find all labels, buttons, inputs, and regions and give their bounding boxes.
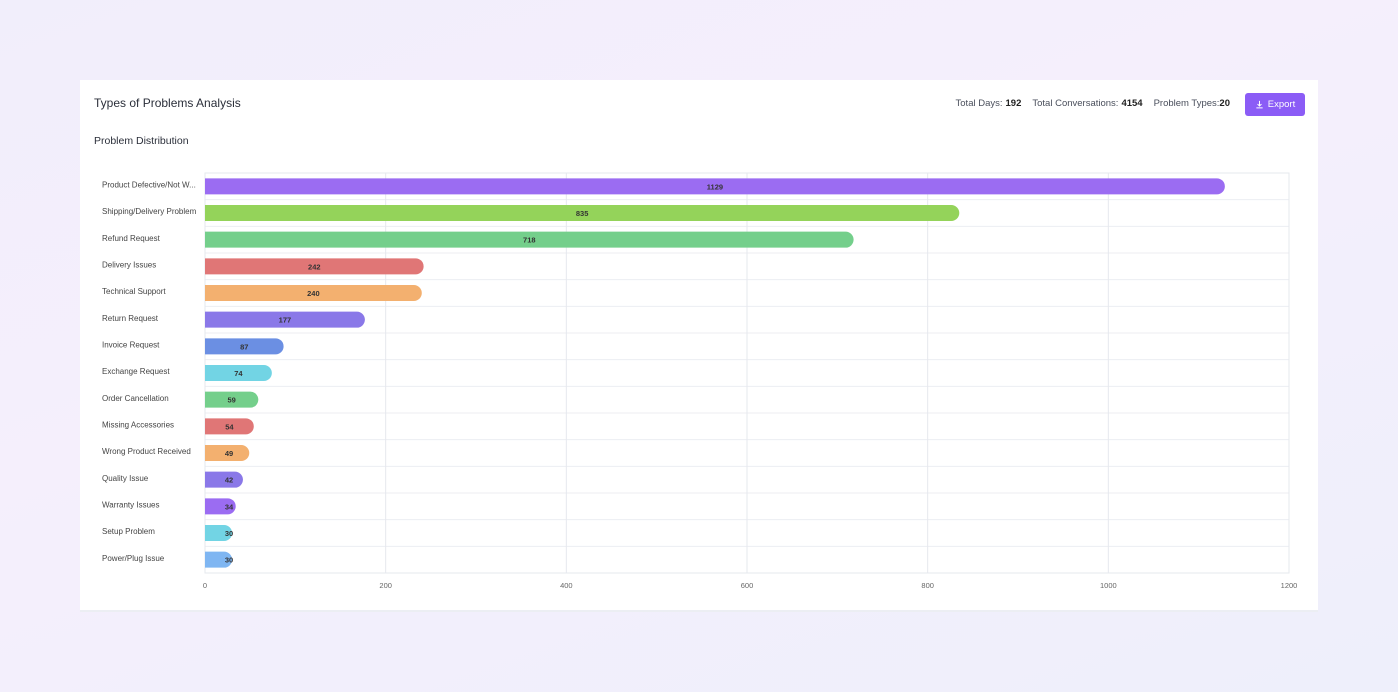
x-tick-label: 400 (560, 581, 573, 590)
bar (205, 311, 365, 328)
bar (205, 338, 284, 355)
stats: Total Days: 192 Total Conversations: 4154 … (956, 98, 1230, 109)
y-tick-label: Shipping/Delivery Problem (102, 207, 197, 216)
y-tick-label: Quality Issue (102, 474, 149, 483)
value-label: 835 (576, 209, 589, 218)
value-label: 30 (225, 529, 233, 538)
value-label: 34 (225, 502, 234, 511)
bar (205, 365, 272, 381)
x-tick-label: 200 (379, 581, 392, 590)
y-tick-label: Invoice Request (102, 340, 160, 349)
value-label: 54 (225, 422, 234, 431)
y-tick-label: Refund Request (102, 234, 161, 243)
bar (205, 525, 233, 541)
value-label: 1129 (707, 182, 723, 191)
stat: Total Days: 192 (956, 98, 1022, 109)
value-label: 42 (225, 476, 233, 485)
value-label: 30 (225, 556, 233, 565)
x-tick-label: 600 (741, 581, 754, 590)
y-tick-label: Warranty Issues (102, 500, 160, 509)
bar (205, 418, 254, 435)
stat-value: 4154 (1121, 98, 1143, 109)
x-tick-label: 1000 (1100, 581, 1117, 590)
stat-label: Total Conversations: (1032, 98, 1119, 109)
bar (205, 285, 422, 301)
y-tick-label: Missing Accessories (102, 420, 174, 429)
value-label: 59 (227, 396, 235, 405)
value-label: 87 (240, 342, 248, 351)
export-button[interactable]: Export (1245, 93, 1305, 116)
bar (205, 205, 960, 221)
button-label[interactable]: Export (1267, 99, 1296, 110)
y-tick-label: Product Defective/Not W... (102, 180, 196, 189)
stat-value: 192 (1005, 98, 1022, 109)
y-tick-label: Power/Plug Issue (102, 554, 165, 563)
stat-label: Problem Types: (1153, 98, 1220, 109)
value-label: 74 (234, 369, 243, 378)
bar (205, 498, 236, 515)
stat-label: Total Days: (955, 98, 1003, 109)
y-tick-label: Exchange Request (102, 367, 170, 376)
bar (205, 471, 243, 488)
value-label: 177 (279, 316, 292, 325)
bar (205, 391, 259, 408)
y-tick-label: Wrong Product Received (102, 447, 191, 456)
bar (205, 258, 424, 275)
value-label: 242 (308, 262, 321, 271)
x-tick-label: 1200 (1281, 581, 1298, 590)
stat-value: 20 (1219, 98, 1230, 109)
value-label: 718 (523, 236, 536, 245)
y-tick-label: Delivery Issues (102, 260, 156, 269)
y-tick-label: Order Cancellation (102, 394, 169, 403)
download-icon (1256, 100, 1263, 109)
y-tick-label: Return Request (102, 314, 159, 323)
y-tick-label: Setup Problem (102, 527, 155, 536)
value-label: 240 (307, 289, 320, 298)
chart: 0 200 400 600 800 1000 1200 Product Defective/N… (102, 172, 1298, 590)
chart-title: Problem Distribution (94, 135, 189, 147)
bar (205, 178, 1225, 195)
y-tick-label: Technical Support (102, 287, 166, 296)
stat: Problem Types:20 (1154, 98, 1230, 109)
x-tick-label: 800 (921, 581, 934, 590)
value-label: 49 (225, 449, 233, 458)
panel: Types of Problems Analysis Total Days: 19… (80, 80, 1318, 612)
x-tick-label: 0 (203, 581, 207, 590)
bar (205, 445, 250, 461)
panel-title: Types of Problems Analysis (94, 96, 241, 110)
bar (205, 551, 233, 568)
bar (205, 231, 854, 248)
stat: Total Conversations: 4154 (1032, 98, 1142, 109)
